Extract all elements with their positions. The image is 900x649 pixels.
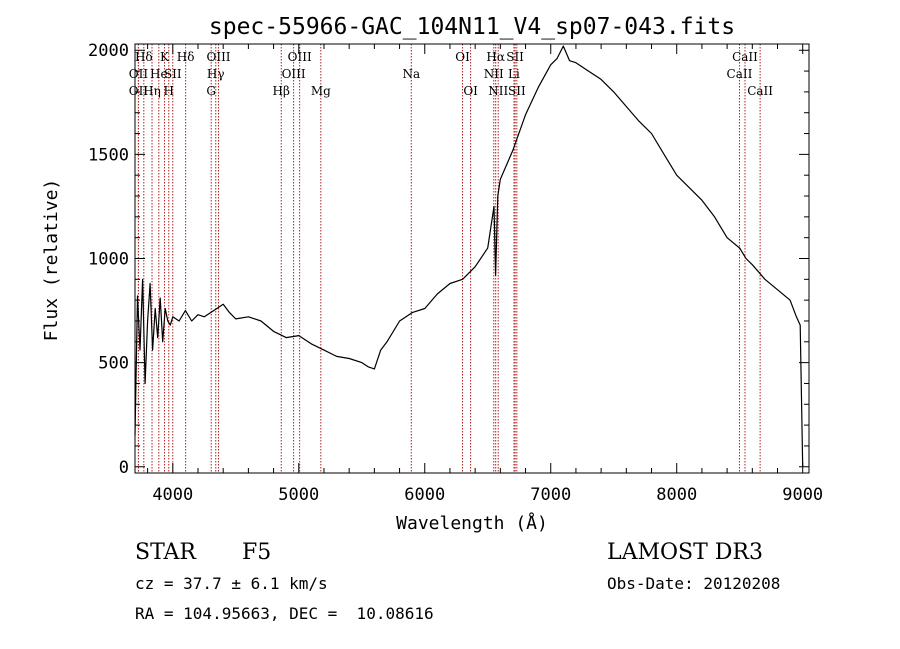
spectral-line-label: NII [484,67,504,81]
y-axis-label: Flux (relative) [41,179,62,342]
y-tick-label: 1500 [88,145,129,165]
x-tick-label: 4000 [152,485,193,505]
spectral-line-label: CaII [732,50,758,64]
spectral-line-label: Li [508,67,520,81]
y-tick-label: 500 [98,354,129,374]
x-tick-label: 9000 [782,485,823,505]
spectral-line-label: OII [129,67,149,81]
spectral-line-label: Hγ [207,67,225,81]
y-tick-label: 1000 [88,250,129,270]
spectral-line-label: SII [164,67,182,81]
spectral-line-label: OIII [206,50,230,64]
spectral-line-label: SII [506,50,524,64]
spectral-line-label: H [164,84,174,98]
plot-frame [134,43,810,474]
x-axis-label: Wavelength (Å) [396,512,548,534]
survey-name: LAMOST DR3 [607,540,763,565]
x-tick-label: 7000 [530,485,571,505]
spectral-line-label: OII [129,84,149,98]
spectral-line-label: SII [508,84,526,98]
x-tick-label: 6000 [404,485,445,505]
chart-title: spec-55966-GAC_104N11_V4_sp07-043.fits [209,14,735,40]
observation-date: Obs-Date: 20120208 [607,574,781,593]
spectral-line-label: NII [488,84,508,98]
spectral-line-label: CaII [727,67,753,81]
spectral-line-label: Mg [311,84,331,98]
spectral-line-label: CaII [747,84,773,98]
spectral-line-label: Hβ [273,84,290,98]
spectral-line-label: G [206,84,216,98]
spectral-line-label: OI [463,84,478,98]
spectral-line-label: OI [455,50,470,64]
x-tick-label: 8000 [656,485,697,505]
y-tick-label: 2000 [88,41,129,61]
sky-coordinates: RA = 104.95663, DEC = 10.08616 [135,604,434,623]
spectral-line-label: Hδ [135,50,153,64]
spectral-line-label: He [150,67,168,81]
spectral-line-label: Hα [486,50,505,64]
spectral-line-label: OIII [288,50,312,64]
redshift-cz: cz = 37.7 ± 6.1 km/s [135,574,328,593]
y-tick-label: 0 [119,458,129,478]
spectral-line-label: OIII [282,67,306,81]
x-tick-label: 5000 [278,485,319,505]
spectral-line-label: Na [402,67,420,81]
spectrum-series-line [134,45,804,467]
spectral-line-label: K [160,50,170,64]
spectral-line-label: Hη [143,84,161,98]
spectral-line-label: Hδ [177,50,195,64]
object-subclass: F5 [242,540,272,565]
object-class: STAR [135,540,196,565]
